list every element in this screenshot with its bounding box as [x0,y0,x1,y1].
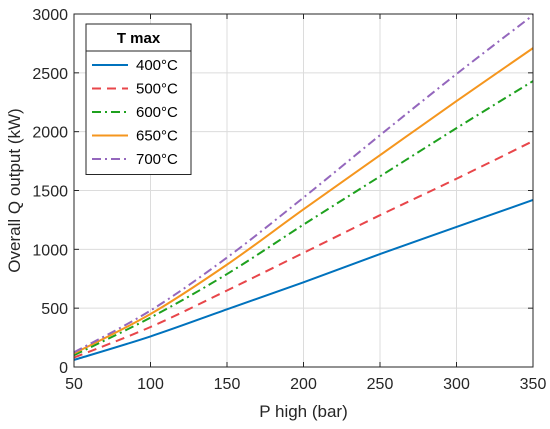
x-tick-label: 300 [443,376,470,393]
series-line [73,140,534,359]
legend-box [85,23,192,175]
legend: T max 400°C 500°C 600°C 650°C 700°C [85,23,192,175]
legend-items: 400°C 500°C 600°C 650°C 700°C [92,57,178,168]
y-tick-label: 2500 [32,66,68,83]
x-tick-label: 100 [137,376,164,393]
series-line [73,198,534,361]
legend-label: 500°C [136,81,178,98]
y-axis-label: Overall Q output (kW) [5,108,24,272]
y-tick-label: 2000 [32,125,68,142]
legend-label: 650°C [136,128,178,145]
legend-title: T max [117,30,161,47]
series-lines [73,14,534,361]
legend-label: 700°C [136,151,178,168]
y-tick-label: 500 [41,301,68,318]
legend-label: 600°C [136,104,178,121]
axis-ticks: 50 100 150 200 250 300 350 0 500 1000 1500 2000 2500… [32,7,546,393]
x-tick-label: 350 [520,376,547,393]
x-tick-label: 50 [65,376,83,393]
y-tick-label: 1500 [32,184,68,201]
legend-label: 400°C [136,57,178,74]
y-tick-label: 3000 [32,7,68,24]
series-line [73,80,534,357]
y-tick-label: 0 [59,360,68,377]
x-tick-label: 200 [290,376,317,393]
x-tick-label: 250 [367,376,394,393]
x-axis-label: P high (bar) [259,402,348,421]
x-tick-label: 150 [214,376,241,393]
y-tick-label: 1000 [32,242,68,259]
series-line [73,47,534,355]
